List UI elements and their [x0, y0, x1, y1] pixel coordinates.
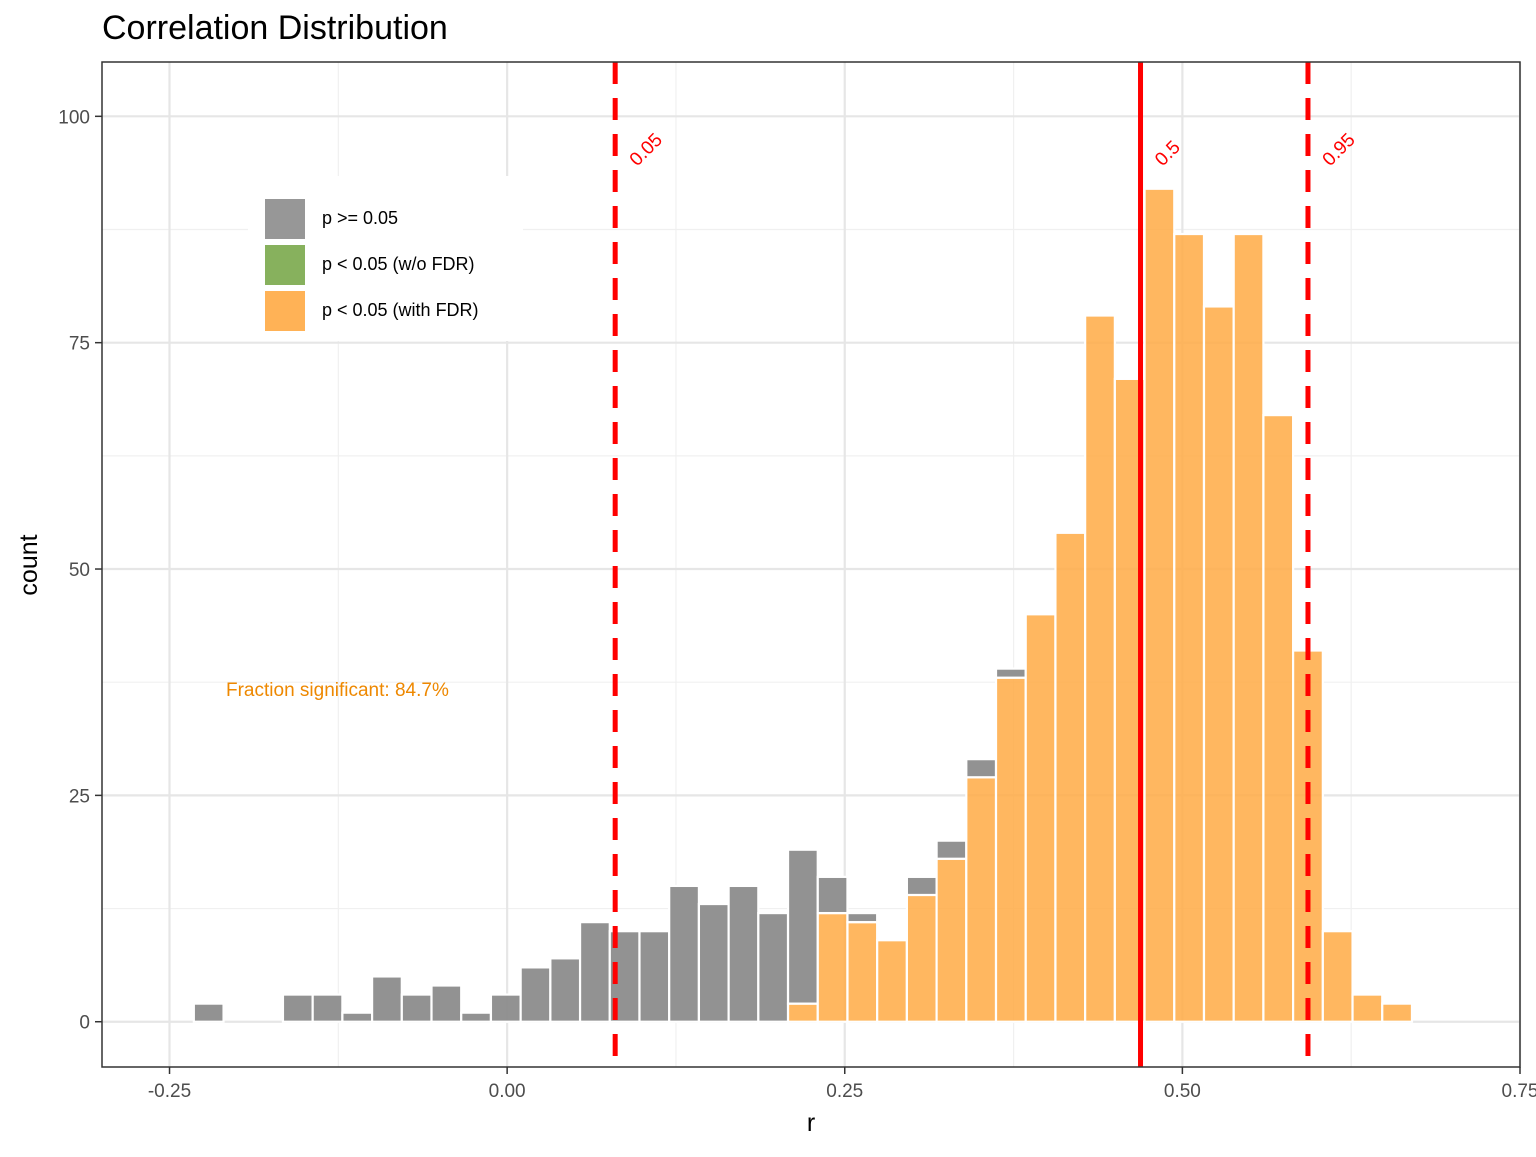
bar-significant-fdr: [1084, 314, 1116, 1023]
legend-key: [263, 243, 307, 287]
bar-significant-fdr: [965, 776, 998, 1023]
x-axis-label: r: [807, 1109, 815, 1137]
bar-significant-fdr: [1232, 232, 1265, 1023]
bar-not-significant: [668, 884, 701, 1023]
bar-not-significant: [341, 1011, 374, 1023]
x-tick-label: 0.00: [489, 1081, 526, 1102]
bar-significant-fdr: [994, 676, 1027, 1023]
bar-not-significant: [281, 993, 314, 1023]
bar-not-significant: [460, 1011, 493, 1023]
bar-significant-fdr: [1351, 993, 1384, 1023]
bar-not-significant: [697, 902, 730, 1023]
bar-not-significant: [786, 848, 819, 1005]
bar-not-significant: [638, 930, 671, 1023]
bar-significant-fdr: [786, 1002, 819, 1023]
bar-not-significant: [905, 875, 938, 897]
bar-significant-fdr: [1143, 187, 1176, 1023]
y-tick-label: 75: [69, 334, 90, 355]
y-tick-label: 100: [58, 107, 90, 128]
x-tick-label: 0.50: [1164, 1081, 1201, 1102]
bar-not-significant: [846, 911, 879, 924]
bar-not-significant: [192, 1002, 225, 1023]
bar-not-significant: [816, 875, 849, 915]
bar-significant-fdr: [935, 857, 968, 1023]
bar-significant-fdr: [1381, 1002, 1414, 1023]
bar-significant-fdr: [1173, 232, 1206, 1023]
bar-not-significant: [400, 993, 433, 1023]
bar-not-significant: [549, 957, 582, 1023]
bar-significant-fdr: [876, 939, 908, 1023]
bar-significant-fdr: [846, 921, 879, 1023]
panel-border: [101, 61, 1521, 1068]
x-tick-label: -0.25: [148, 1081, 191, 1102]
x-tick-label: 0.75: [1502, 1081, 1536, 1102]
bar-not-significant: [727, 884, 760, 1023]
fraction-significant-annotation: Fraction significant: 84.7%: [226, 680, 449, 701]
bar-significant-fdr: [1202, 305, 1235, 1023]
bar-not-significant: [994, 667, 1027, 679]
bar-significant-fdr: [1054, 531, 1087, 1023]
bar-significant-fdr: [1024, 613, 1057, 1023]
bar-not-significant: [519, 966, 552, 1023]
bar-not-significant: [935, 839, 968, 860]
chart-title: Correlation Distribution: [102, 9, 448, 47]
bar-not-significant: [578, 921, 611, 1023]
y-tick-label: 0: [79, 1013, 90, 1034]
bar-not-significant: [430, 984, 463, 1023]
histogram-bars: [192, 187, 1414, 1023]
legend-key: [263, 289, 307, 333]
bar-not-significant: [489, 993, 522, 1023]
x-tick-label: 0.25: [826, 1081, 863, 1102]
bar-significant-fdr: [816, 911, 849, 1023]
bar-significant-fdr: [905, 893, 938, 1023]
y-tick-label: 25: [69, 786, 90, 807]
bar-significant-fdr: [1262, 414, 1295, 1023]
legend: p >= 0.05 p < 0.05 (w/o FDR) p < 0.05 (wit…: [248, 176, 523, 341]
bar-significant-fdr: [1321, 930, 1354, 1023]
bar-not-significant: [965, 758, 998, 779]
legend-label: p < 0.05 (with FDR): [322, 300, 479, 320]
bar-not-significant: [311, 993, 344, 1023]
y-tick-label: 50: [69, 560, 90, 581]
axes: -0.25 0.00 0.25 0.50 0.75 0 25 50 75 100: [58, 107, 1536, 1102]
legend-label: p < 0.05 (w/o FDR): [322, 254, 475, 274]
bar-not-significant: [757, 911, 790, 1023]
legend-key: [263, 197, 307, 241]
y-axis-label: count: [15, 534, 43, 595]
legend-label: p >= 0.05: [322, 208, 398, 228]
bar-not-significant: [370, 975, 403, 1023]
